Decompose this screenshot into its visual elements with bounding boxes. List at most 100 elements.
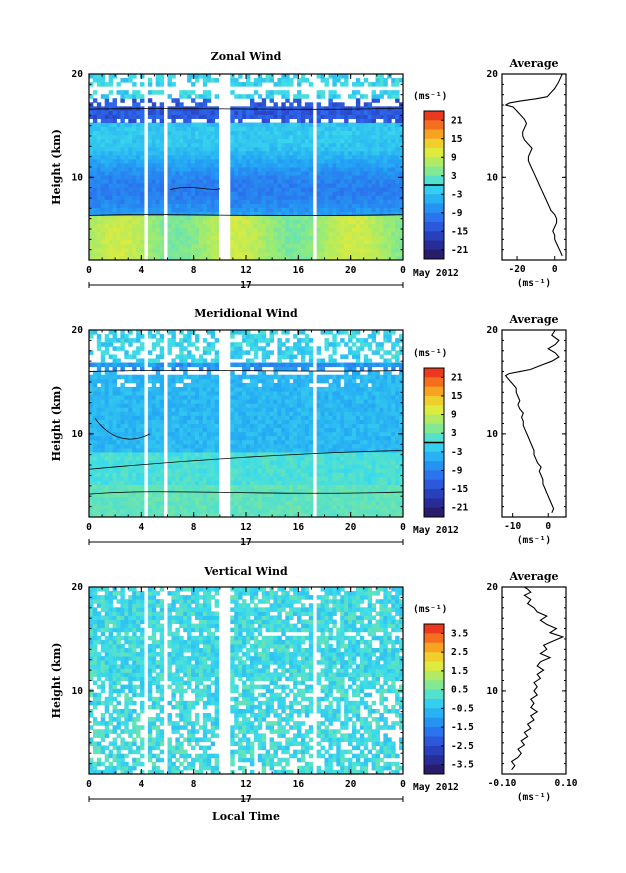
heatmap-cell	[340, 243, 345, 249]
heatmap-cell	[234, 330, 239, 335]
heatmap-cell	[171, 427, 176, 433]
heatmap-cell	[230, 203, 235, 208]
heatmap-cell	[367, 82, 373, 87]
heatmap-cell	[316, 195, 322, 200]
heatmap-cell	[112, 118, 117, 124]
heatmap-cell	[359, 118, 365, 124]
heatmap-cell	[132, 110, 137, 115]
heatmap-cell	[206, 366, 212, 372]
heatmap-cell	[281, 175, 286, 180]
heatmap-cell	[167, 431, 172, 437]
heatmap-cell	[348, 227, 353, 233]
heatmap-cell	[300, 243, 306, 249]
heatmap-cell	[242, 231, 247, 237]
heatmap-cell	[297, 239, 302, 245]
heatmap-cell	[198, 243, 204, 249]
heatmap-cell	[297, 235, 302, 241]
heatmap-cell	[112, 472, 117, 477]
heatmap-cell	[120, 223, 125, 229]
heatmap-cell	[257, 443, 263, 449]
profile-x-tick-label: -20	[508, 264, 525, 275]
heatmap-cell	[265, 399, 271, 404]
heatmap-cell	[379, 90, 384, 95]
heatmap-cell	[175, 419, 180, 424]
heatmap-cell	[175, 512, 180, 518]
heatmap-cell	[297, 142, 302, 148]
heatmap-cell	[379, 158, 384, 164]
heatmap-cell	[297, 167, 302, 172]
heatmap-cell	[375, 227, 380, 233]
heatmap-cell	[253, 211, 259, 217]
heatmap-cell	[116, 126, 121, 132]
heatmap-cell	[112, 110, 117, 115]
heatmap-cell	[191, 395, 196, 400]
heatmap-cell	[261, 247, 267, 253]
heatmap-cell	[332, 138, 337, 144]
heatmap-cell	[214, 251, 220, 257]
heatmap-cell	[191, 179, 196, 184]
heatmap-cell	[136, 231, 141, 237]
heatmap-cell	[246, 126, 251, 132]
heatmap-cell	[281, 158, 286, 164]
heatmap-cell	[308, 191, 314, 196]
heatmap-cell	[308, 183, 314, 188]
heatmap-cell	[100, 239, 106, 245]
heatmap-cell	[289, 207, 294, 212]
heatmap-cell	[234, 451, 239, 457]
heatmap-cell	[355, 122, 361, 128]
heatmap-cell	[104, 199, 110, 204]
heatmap-cell	[147, 468, 153, 473]
heatmap-cell	[273, 476, 278, 481]
heatmap-cell	[253, 403, 259, 408]
heatmap-cell	[206, 435, 212, 441]
heatmap-cell	[304, 154, 310, 160]
heatmap-cell	[300, 247, 306, 253]
heatmap-cell	[147, 374, 153, 380]
heatmap-cell	[198, 399, 204, 404]
heatmap-cell	[257, 456, 263, 461]
heatmap-cell	[399, 171, 404, 176]
heatmap-cell	[242, 199, 247, 204]
heatmap-cell	[383, 215, 388, 221]
heatmap-cell	[340, 130, 345, 136]
heatmap-cell	[383, 118, 388, 124]
heatmap-cell	[151, 435, 157, 441]
heatmap-cell	[285, 138, 290, 144]
heatmap-cell	[340, 235, 345, 241]
heatmap-cell	[253, 338, 259, 343]
heatmap-cell	[198, 215, 204, 221]
heatmap-cell	[324, 130, 329, 136]
heatmap-cell	[281, 219, 286, 225]
heatmap-cell	[108, 447, 114, 453]
heatmap-cell	[183, 431, 188, 437]
heatmap-cell	[277, 251, 282, 257]
heatmap-cell	[238, 183, 243, 188]
heatmap-cell	[92, 395, 98, 400]
heatmap-cell	[100, 500, 106, 506]
heatmap-cell	[159, 427, 165, 433]
heatmap-cell	[249, 231, 255, 237]
heatmap-cell	[238, 508, 243, 514]
heatmap-cell	[89, 126, 94, 132]
heatmap-cell	[198, 203, 204, 208]
heatmap-cell	[344, 191, 349, 196]
heatmap-cell	[367, 175, 373, 180]
heatmap-cell	[100, 134, 106, 140]
heatmap-cell	[210, 415, 216, 420]
heatmap-cell	[96, 215, 102, 221]
heatmap-cell	[316, 187, 322, 192]
heatmap-cell	[399, 106, 404, 111]
heatmap-cell	[191, 171, 196, 176]
heatmap-cell	[355, 154, 361, 160]
heatmap-cell	[355, 118, 361, 124]
heatmap-cell	[242, 419, 247, 424]
heatmap-cell	[120, 431, 125, 437]
heatmap-cell	[355, 195, 361, 200]
heatmap-cell	[175, 179, 180, 184]
heatmap-cell	[269, 179, 274, 184]
heatmap-cell	[171, 496, 176, 502]
heatmap-cell	[234, 114, 239, 119]
heatmap-cell	[187, 460, 192, 465]
heatmap-cell	[348, 130, 353, 136]
heatmap-cell	[395, 94, 400, 99]
